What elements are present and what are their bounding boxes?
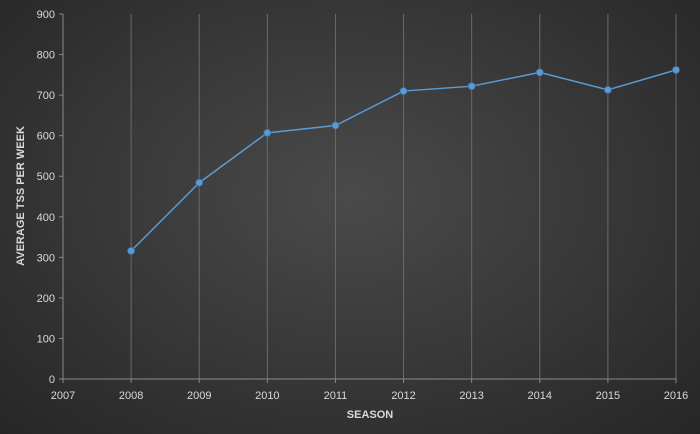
- y-tick-label: 200: [37, 293, 55, 305]
- data-point-2009: [195, 178, 204, 187]
- y-tick-label: 800: [37, 50, 55, 62]
- y-tick-label: 400: [37, 212, 55, 224]
- x-tick-label: 2013: [459, 390, 483, 402]
- data-point-2010: [263, 128, 272, 137]
- x-tick-label: 2015: [596, 390, 620, 402]
- y-tick-labels: 0 100 200 300 400 500 600 700 800 900: [37, 9, 55, 386]
- x-tick-label: 2012: [391, 390, 415, 402]
- x-tick-label: 2016: [664, 390, 688, 402]
- y-tick-label: 0: [49, 374, 55, 386]
- data-point-2008: [127, 246, 136, 255]
- data-point-2011: [331, 121, 340, 130]
- data-point-2013: [467, 82, 476, 91]
- x-tick-label: 2011: [324, 390, 348, 402]
- x-tick-label: 2014: [528, 390, 552, 402]
- x-axis-title: SEASON: [347, 409, 394, 421]
- x-tick-label: 2010: [255, 390, 279, 402]
- x-tick-label: 2008: [119, 390, 143, 402]
- x-tick-labels: 2007 2008 2009 2010 2011 2012 2013 2014 2015 2016: [51, 390, 688, 402]
- data-point-2015: [603, 85, 612, 94]
- y-tick-label: 900: [37, 9, 55, 21]
- y-tick-label: 600: [37, 131, 55, 143]
- y-axis-title: AVERAGE TSS PER WEEK: [15, 126, 27, 266]
- data-point-2012: [399, 87, 408, 95]
- x-tick-label: 2007: [51, 390, 75, 402]
- series-avg-tss: [127, 66, 680, 255]
- data-point-2016: [672, 66, 680, 74]
- y-tick-label: 300: [37, 252, 55, 264]
- grid-lines: [130, 14, 677, 379]
- y-tick-label: 700: [37, 90, 55, 102]
- y-tick-label: 100: [37, 333, 55, 345]
- x-tick-label: 2009: [187, 390, 211, 402]
- data-point-2014: [535, 68, 544, 77]
- axes: [59, 13, 677, 383]
- y-tick-label: 500: [37, 171, 55, 183]
